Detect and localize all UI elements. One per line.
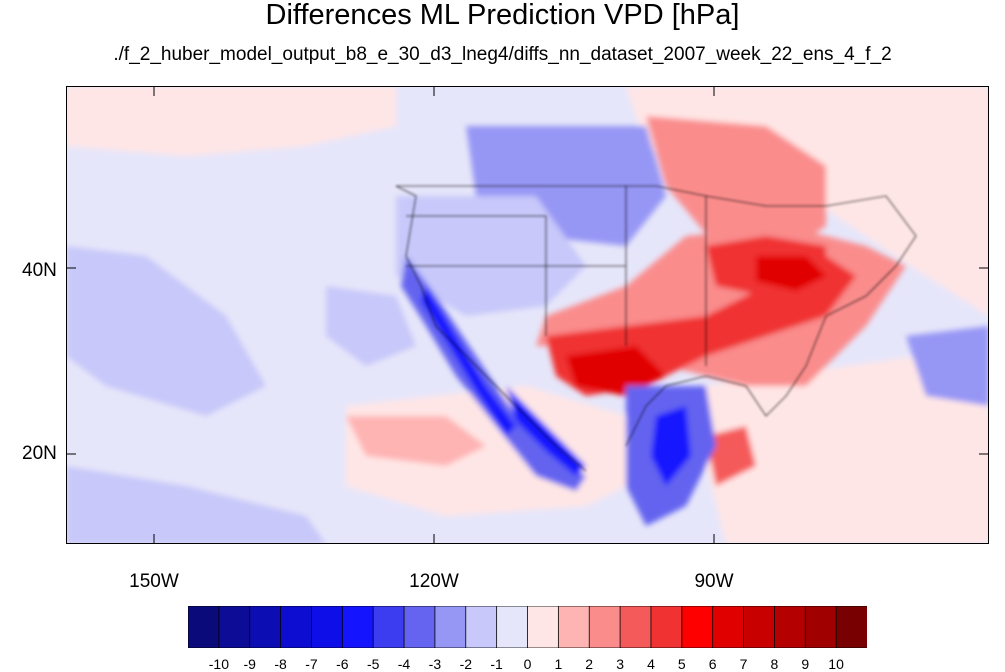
colorbar-swatch xyxy=(311,605,344,649)
colorbar-label: -5 xyxy=(366,656,380,672)
colorbar-swatch xyxy=(835,605,868,649)
y-tick-label: 20N xyxy=(22,443,57,464)
colorbar-swatch xyxy=(774,605,807,649)
colorbar-label: -9 xyxy=(243,656,256,672)
colorbar-label: -4 xyxy=(397,656,411,672)
colorbar-swatch xyxy=(434,605,467,649)
blue-region-west-us xyxy=(396,196,586,316)
colorbar-swatch xyxy=(712,605,745,649)
colorbar-label: 8 xyxy=(770,656,779,672)
pink-region-se xyxy=(706,346,989,544)
red-region-texas-core xyxy=(566,346,666,396)
colorbar-label: 0 xyxy=(523,656,532,672)
pink-region-nw xyxy=(66,86,396,156)
colorbar-label: -2 xyxy=(459,656,473,672)
colorbar-swatch xyxy=(496,605,529,649)
blue-region-baja-core xyxy=(421,286,516,436)
x-tick-label: 90W xyxy=(694,571,734,592)
x-tick-label: 120W xyxy=(409,571,459,592)
colorbar-swatch xyxy=(218,605,251,649)
colorbar-swatch xyxy=(650,605,683,649)
map-panel xyxy=(66,86,989,544)
y-tick-label: 40N xyxy=(22,260,57,281)
colorbar-swatch xyxy=(557,605,591,649)
colorbar-label: 4 xyxy=(647,656,655,672)
colorbar-swatch xyxy=(681,605,714,649)
vpd-difference-field xyxy=(66,86,989,544)
colorbar-swatch xyxy=(743,605,776,649)
colorbar-label: 5 xyxy=(677,656,686,672)
colorbar-label: -8 xyxy=(274,656,287,672)
blue-region-pacific-s xyxy=(66,466,326,544)
colorbar-label: -6 xyxy=(336,656,349,672)
colorbar-label: -7 xyxy=(305,656,318,672)
blue-region-baja-sierra xyxy=(401,256,586,491)
map-frame xyxy=(66,86,989,544)
colorbar-label: 6 xyxy=(708,656,717,672)
colorbar-label: -3 xyxy=(428,656,442,672)
colorbar-swatch xyxy=(187,605,220,649)
colorbar-swatch xyxy=(280,605,313,649)
blue-region-atlantic xyxy=(906,326,989,406)
colorbar-label: 3 xyxy=(616,656,624,672)
colorbar-swatch xyxy=(804,605,838,649)
colorbar xyxy=(187,605,868,649)
west-coast-line xyxy=(395,185,587,472)
colorbar-label: 2 xyxy=(585,656,594,672)
blue-region-sierra-madre xyxy=(506,386,586,476)
colorbar-swatch xyxy=(527,605,560,649)
map-title: Differences ML Prediction VPD [hPa] xyxy=(265,0,740,31)
colorbar-swatch xyxy=(249,605,282,649)
colorbar-label: 9 xyxy=(801,656,810,672)
colorbar-swatches xyxy=(187,605,868,649)
blue-region-offshore xyxy=(326,286,416,366)
red-region-gulf xyxy=(706,426,756,486)
colorbar-swatch xyxy=(341,605,375,649)
colorbar-swatch xyxy=(465,605,498,649)
map-subtitle: ./f_2_huber_model_output_b8_e_30_d3_lneg… xyxy=(113,44,892,65)
x-tick-label: 150W xyxy=(129,571,179,592)
colorbar-swatch xyxy=(403,605,436,649)
coastline-borders xyxy=(395,185,917,472)
colorbar-swatch xyxy=(588,605,621,649)
red-region-pacific-south xyxy=(346,416,486,466)
colorbar-label: 7 xyxy=(739,656,748,672)
colorbar-label: 1 xyxy=(554,656,563,672)
colorbar-swatch xyxy=(619,605,652,649)
state-lines xyxy=(406,186,707,366)
red-region-appalachia-core xyxy=(756,256,826,291)
colorbar-label: 10 xyxy=(828,656,844,672)
blue-region-pacific-w xyxy=(66,246,266,416)
us-border-line xyxy=(396,185,917,447)
colorbar-label: -10 xyxy=(208,656,229,672)
colorbar-swatch xyxy=(372,605,405,649)
colorbar-label: -1 xyxy=(490,656,503,672)
blue-region-yucatan xyxy=(651,406,691,486)
axis-ticks xyxy=(66,86,989,544)
